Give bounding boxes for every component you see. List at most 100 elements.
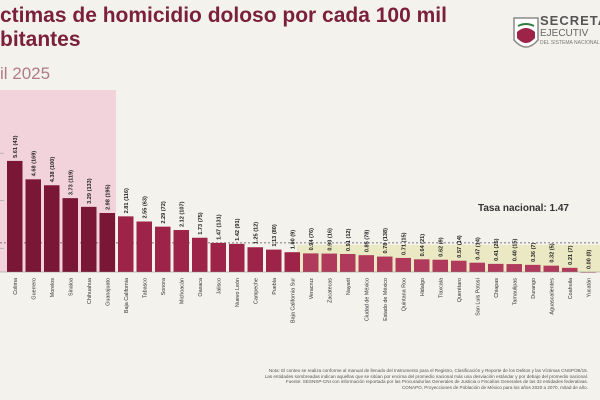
chart-subtitle: il 2025 xyxy=(0,64,51,83)
x-tick-label: Hidalgo xyxy=(420,278,426,296)
x-tick-label: Morelos xyxy=(50,278,56,297)
bar xyxy=(562,267,578,272)
bar xyxy=(414,259,430,272)
bar xyxy=(543,265,559,272)
bar-value-label: 0.71 (15) xyxy=(401,232,407,255)
bar xyxy=(432,259,448,272)
bar-value-label: 0.57 (14) xyxy=(457,235,463,258)
sesnsp-logo-icon xyxy=(513,17,539,48)
bar-value-label: 0.32 (5) xyxy=(549,243,555,262)
bar-value-label: 4.68 (169) xyxy=(31,151,37,177)
bar-value-label: 1.47 (131) xyxy=(216,214,222,240)
x-tick-label: Oaxaca xyxy=(198,278,204,297)
bar xyxy=(136,221,152,272)
x-tick-label: Michoacán xyxy=(179,278,185,304)
bar-value-label: 1.13 (80) xyxy=(272,224,278,247)
bar xyxy=(469,262,485,272)
bar-value-label: 0.91 (12) xyxy=(346,228,352,251)
x-tick-label: Puebla xyxy=(272,278,278,295)
bar xyxy=(192,237,208,272)
x-tick-label: Chihuahua xyxy=(87,278,93,304)
x-tick-label: Yucatán xyxy=(586,278,592,297)
bar-value-label: 5.61 (43) xyxy=(13,135,19,158)
bar xyxy=(395,257,411,272)
x-tick-label: Guerrero xyxy=(31,278,37,300)
bar xyxy=(525,264,541,272)
bar xyxy=(284,252,300,272)
footnote-line2: Las entidades sombreadas indican aquella… xyxy=(264,373,588,379)
bar-value-label: 4.38 (100) xyxy=(50,157,56,183)
bar xyxy=(266,249,282,272)
x-tick-label: Quintana Roo xyxy=(401,278,407,311)
bar xyxy=(229,243,245,272)
x-tick-label: Nayarit xyxy=(346,278,352,296)
x-tick-label: Baja California Sur xyxy=(290,278,296,323)
logo-text: SECRETA EJECUTIV DEL SISTEMA NACIONAL DE… xyxy=(540,14,600,46)
x-tick-label: Chiapas xyxy=(494,278,500,298)
bar-value-label: 1.42 (91) xyxy=(235,218,241,241)
bar xyxy=(321,253,337,272)
x-tick-label: Baja California xyxy=(124,278,130,313)
x-tick-label: Sonora xyxy=(161,278,167,295)
bar xyxy=(506,264,522,272)
bar xyxy=(118,216,134,272)
logo-line3: DEL SISTEMA NACIONAL DE SEGURIDAD PÚBLIC… xyxy=(540,40,600,46)
bar-value-label: 2.12 (107) xyxy=(179,201,185,227)
x-tick-label: Zacatecas xyxy=(327,278,333,303)
bar-value-label: 0.40 (15) xyxy=(512,239,518,262)
bar xyxy=(62,198,78,272)
bar-value-label: 3.29 (133) xyxy=(87,178,93,204)
x-tick-label: Tlaxcala xyxy=(438,278,444,298)
bar xyxy=(155,226,171,272)
bar xyxy=(451,260,467,272)
bar xyxy=(81,206,97,272)
bar-value-label: 0.41 (25) xyxy=(494,238,500,261)
x-tick-label: Ciudad de México xyxy=(364,278,370,321)
bar-value-label: 0.62 (9) xyxy=(438,237,444,256)
bar-value-label: 0.36 (7) xyxy=(531,242,537,261)
bar-value-label: 0.64 (21) xyxy=(420,234,426,257)
x-tick-label: Jalisco xyxy=(216,278,222,294)
bar-value-label: 1.25 (12) xyxy=(253,222,259,245)
bar-value-label: 3.73 (119) xyxy=(68,170,74,195)
x-tick-label: Tabasco xyxy=(142,278,148,298)
x-tick-label: Aguascalientes xyxy=(549,278,555,315)
x-tick-label: Guanajuato xyxy=(105,278,111,306)
x-tick-label: Sinaloa xyxy=(68,278,74,296)
logo-line1: SECRETA xyxy=(540,14,600,28)
bar xyxy=(303,253,319,272)
bar xyxy=(210,242,226,272)
bar-value-label: 0.78 (138) xyxy=(383,228,389,254)
x-tick-label: Veracruz xyxy=(309,278,315,300)
bar-value-label: 0.85 (78) xyxy=(364,230,370,253)
footnote-line1: Nota: El conteo se realiza conforme al m… xyxy=(268,368,588,373)
footnote-line3: Fuente: SESNSP-CNI con información repor… xyxy=(285,379,588,385)
footnote: Nota: El conteo se realiza conforme al m… xyxy=(200,368,588,390)
bar-value-label: 0.47 (14) xyxy=(475,237,481,260)
x-tick-label: Nuevo León xyxy=(235,278,241,307)
bar xyxy=(25,179,41,272)
bar-value-label: 0.21 (7) xyxy=(568,245,574,264)
x-tick-label: San Luis Potosí xyxy=(475,278,481,316)
national-rate-label: Tasa nacional: 1.47 xyxy=(478,203,569,214)
bar-value-label: 0.00 (0) xyxy=(586,250,592,269)
chart-title: ctimas de homicidio doloso por cada 100 … xyxy=(0,4,447,51)
x-tick-label: Durango xyxy=(531,278,537,299)
bar-value-label: 1.00 (9) xyxy=(290,230,296,249)
bar-value-label: 0.94 (76) xyxy=(309,228,315,251)
bar xyxy=(99,212,115,272)
bar-value-label: 1.73 (75) xyxy=(198,212,204,235)
bar xyxy=(358,255,374,272)
bar xyxy=(377,256,393,272)
bar-value-label: 2.98 (195) xyxy=(105,184,111,210)
x-tick-label: Tamaulipas xyxy=(512,278,518,306)
bar xyxy=(340,253,356,272)
bar-value-label: 2.55 (63) xyxy=(142,196,148,219)
x-tick-label: Colima xyxy=(13,278,19,295)
footnote-line4: CONAPO, Proyecciones de Población de Méx… xyxy=(401,384,588,390)
x-tick-label: Coahuila xyxy=(568,278,574,299)
bar xyxy=(44,185,60,272)
x-tick-label: Campeche xyxy=(253,278,259,304)
bar-value-label: 2.29 (72) xyxy=(161,201,167,224)
